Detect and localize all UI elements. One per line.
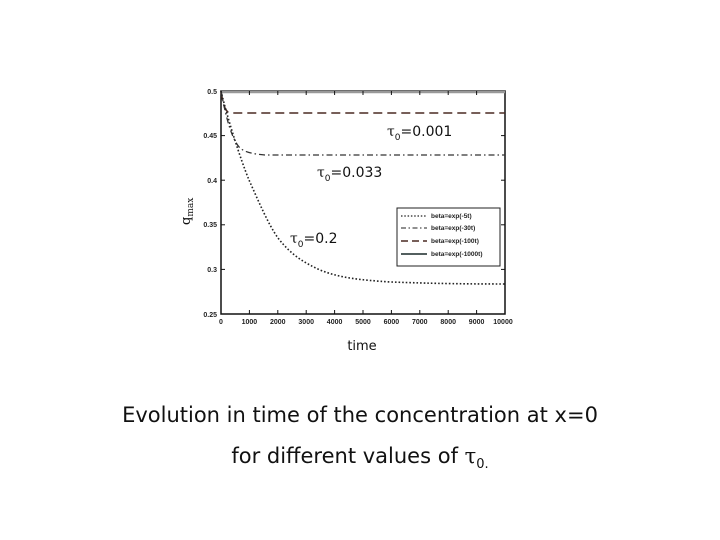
xtick-label: 2000 <box>270 319 286 326</box>
caption-prefix: for different values of <box>231 444 465 468</box>
annotation-tau-0001: τ0=0.001 <box>387 124 452 143</box>
xtick-label: 4000 <box>327 319 343 326</box>
tau-symbol: τ <box>464 444 477 468</box>
series-exp-30t <box>220 90 505 156</box>
annotation-tau-0033: τ0=0.033 <box>317 165 382 184</box>
legend-item: beta=exp(-30t) <box>431 225 475 232</box>
caption-line-1: Evolution in time of the concentration a… <box>122 403 598 427</box>
ytick-label: 0.25 <box>203 312 217 319</box>
xtick-label: 9000 <box>469 319 485 326</box>
tau-subscript: 0. <box>476 457 489 472</box>
chart: 0.5 0.45 0.4 0.35 0.3 0.25 0 1000 2000 3… <box>179 89 513 354</box>
xtick-label: 7000 <box>412 319 428 326</box>
xtick-label: 0 <box>219 319 223 326</box>
y-axis: 0.5 0.45 0.4 0.35 0.3 0.25 <box>203 89 505 319</box>
ytick-label: 0.35 <box>203 222 217 229</box>
annotation-tau-02: τ0=0.2 <box>290 231 337 250</box>
xtick-label: 1000 <box>242 319 258 326</box>
y-axis-label: qmax <box>179 198 196 225</box>
legend: beta=exp(-5t) beta=exp(-30t) beta=exp(-1… <box>396 207 501 267</box>
legend-item: beta=exp(-5t) <box>431 213 472 220</box>
ytick-label: 0.4 <box>207 178 217 185</box>
xtick-label: 10000 <box>493 319 513 326</box>
plot-area <box>220 90 506 315</box>
xtick-label: 6000 <box>384 319 400 326</box>
legend-item: beta=exp(-1000t) <box>431 251 482 258</box>
xtick-label: 5000 <box>355 319 371 326</box>
xtick-label: 8000 <box>440 319 456 326</box>
legend-item: beta=exp(-100t) <box>431 238 479 245</box>
x-axis: 0 1000 2000 3000 4000 5000 6000 7000 800… <box>219 91 513 326</box>
x-axis-label: time <box>347 339 376 354</box>
xtick-label: 3000 <box>298 319 314 326</box>
ytick-label: 0.3 <box>207 267 217 274</box>
ytick-label: 0.5 <box>207 89 217 96</box>
caption-line-2: for different values of τ0. <box>0 444 720 472</box>
ytick-label: 0.45 <box>203 133 217 140</box>
